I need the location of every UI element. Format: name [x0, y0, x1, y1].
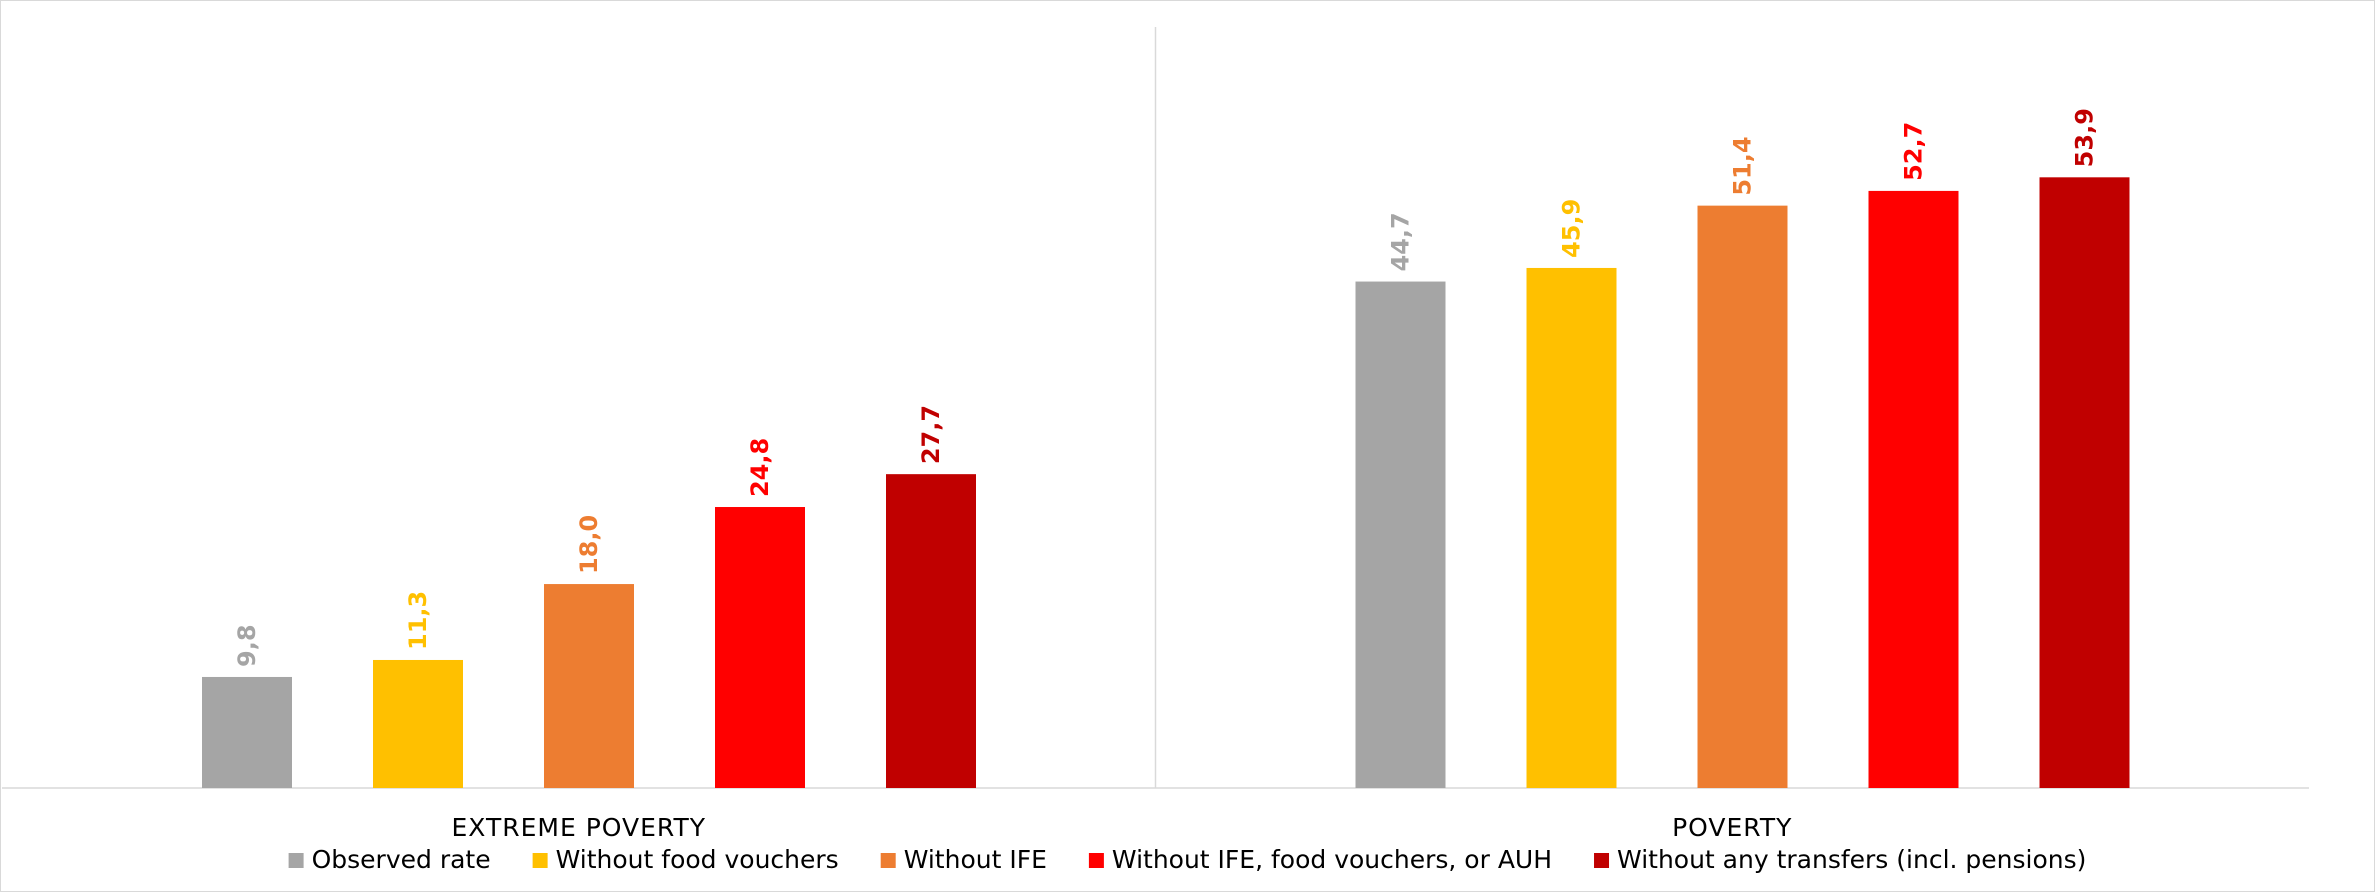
data-label: 18,0 — [575, 515, 603, 574]
category-label-poverty: POVERTY — [1672, 813, 1792, 842]
legend-item-without-food-vouchers: Without food vouchers — [532, 845, 839, 874]
data-label: 45,9 — [1558, 199, 1586, 258]
bar-extreme-poverty-without-food-vouchers — [373, 659, 463, 788]
data-label: 11,3 — [404, 591, 432, 650]
legend-label: Without food vouchers — [556, 845, 839, 874]
bar-poverty-without-food-vouchers — [1526, 267, 1617, 788]
data-label: 27,7 — [917, 405, 945, 464]
legend-label: Without any transfers (incl. pensions) — [1617, 845, 2086, 874]
legend-item-without-ife-food-vouchers-or-auh: Without IFE, food vouchers, or AUH — [1088, 845, 1552, 874]
legend-swatch — [1088, 853, 1104, 868]
data-label: 53,9 — [2071, 108, 2099, 167]
category-labels: EXTREME POVERTY POVERTY — [451, 813, 1792, 842]
bar-extreme-poverty-without-ife-food-vouchers-or-auh — [715, 507, 805, 788]
axes — [2, 27, 2309, 789]
bar-extreme-poverty-observed-rate — [202, 676, 292, 788]
legend-item-observed-rate: Observed rate — [288, 845, 491, 874]
data-label: 24,8 — [746, 438, 774, 497]
bar-poverty-without-ife-food-vouchers-or-auh — [1868, 190, 1959, 788]
legend-swatch — [880, 853, 896, 868]
bar-extreme-poverty-without-any-transfers-incl-pensions — [886, 474, 976, 788]
data-label: 52,7 — [1900, 122, 1928, 181]
bar-poverty-without-ife — [1697, 205, 1788, 788]
legend-label: Without IFE, food vouchers, or AUH — [1112, 845, 1552, 874]
bar-poverty-observed-rate — [1355, 281, 1446, 788]
bar-extreme-poverty-without-ife — [544, 584, 634, 788]
legend-swatch — [532, 853, 548, 868]
legend-swatch — [1594, 853, 1610, 868]
legend: Observed rate Without food vouchers Withou… — [288, 845, 2086, 874]
bar-poverty-without-any-transfers-incl-pensions — [2039, 177, 2130, 789]
data-label: 44,7 — [1387, 212, 1415, 271]
legend-label: Observed rate — [312, 845, 491, 874]
legend-swatch — [288, 853, 304, 868]
data-labels: 9,8 11,3 18,0 24,8 27,7 44,7 45,9 51,4 52,7 53,9 — [233, 108, 2099, 667]
legend-label: Without IFE — [904, 845, 1047, 874]
bars — [202, 177, 2130, 789]
legend-item-without-ife: Without IFE — [880, 845, 1047, 874]
legend-item-without-any-transfers-incl-pensions: Without any transfers (incl. pensions) — [1594, 845, 2086, 874]
data-label: 51,4 — [1729, 136, 1757, 195]
category-label-extreme-poverty: EXTREME POVERTY — [451, 813, 706, 842]
data-label: 9,8 — [233, 624, 261, 667]
